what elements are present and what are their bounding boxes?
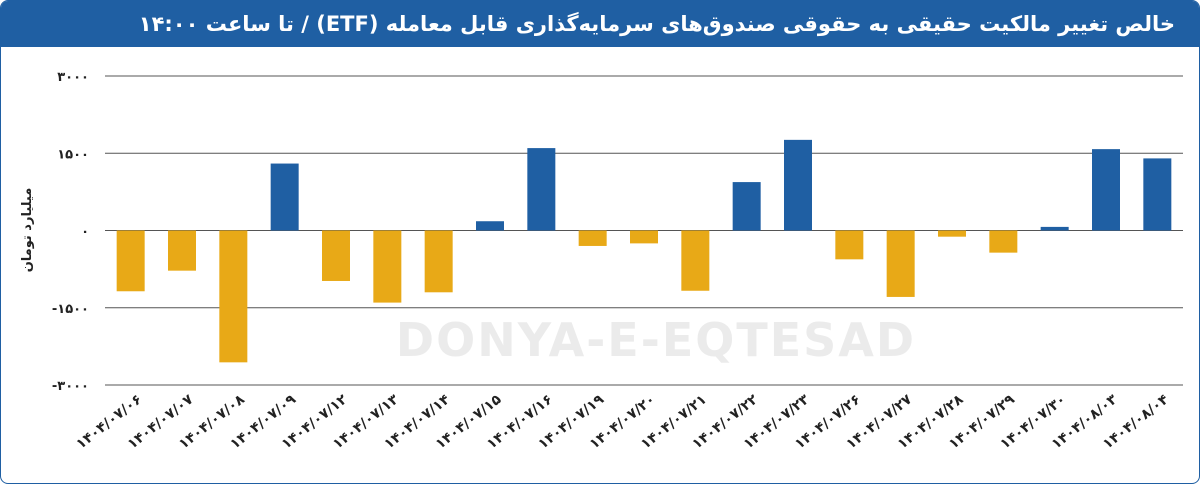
bar xyxy=(1092,149,1120,231)
bar xyxy=(630,230,658,244)
y-axis-label: میلیارد تومان xyxy=(20,188,35,273)
bar xyxy=(424,230,453,293)
chart-title: خالص تغییر مالکیت حقیقی به حقوقی صندوق‌ه… xyxy=(138,12,1175,36)
bar xyxy=(732,182,761,231)
bar xyxy=(527,148,556,231)
y-tick-label: -۳۰۰۰ xyxy=(52,379,89,394)
bar xyxy=(886,230,915,297)
bar xyxy=(989,230,1018,253)
bar xyxy=(270,163,299,231)
bar xyxy=(1143,158,1172,231)
bar xyxy=(168,230,196,271)
bar xyxy=(322,230,350,281)
y-tick-label: ۳۰۰۰ xyxy=(57,70,89,85)
bar xyxy=(681,230,710,291)
bar xyxy=(835,230,864,260)
bar xyxy=(784,139,812,231)
watermark-text: DONYA-E-EQTESAD xyxy=(396,313,916,367)
y-tick-label: ۰ xyxy=(81,225,89,240)
bar xyxy=(1040,226,1069,231)
bar xyxy=(373,230,402,303)
title-bar: خالص تغییر مالکیت حقیقی به حقوقی صندوق‌ه… xyxy=(1,1,1199,47)
y-tick-label: -۱۵۰۰ xyxy=(52,302,89,317)
bar xyxy=(578,230,607,246)
bar xyxy=(938,230,966,237)
bar xyxy=(116,230,145,292)
bar xyxy=(219,230,248,363)
bar xyxy=(476,221,504,231)
y-tick-label: ۱۵۰۰ xyxy=(57,147,89,162)
